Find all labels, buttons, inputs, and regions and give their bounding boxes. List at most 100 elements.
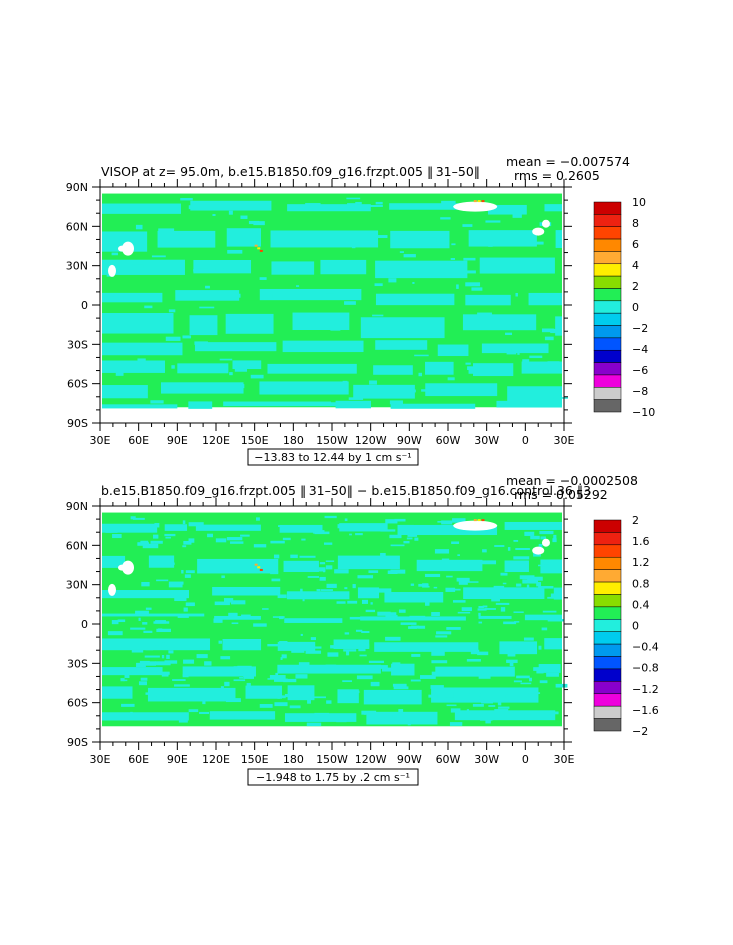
cyan-speckle <box>104 295 114 297</box>
colorbar-label: −6 <box>632 364 648 377</box>
cyan-speckle <box>123 679 128 682</box>
cyan-speckle <box>289 705 301 709</box>
cyan-speckle <box>419 675 436 679</box>
cyan-speckle <box>336 601 346 604</box>
cyan-speckle <box>323 386 327 391</box>
cyan-speckle <box>502 582 507 585</box>
cyan-speckle <box>399 524 415 528</box>
cyan-speckle <box>270 540 285 544</box>
cyan-speckle <box>466 658 481 662</box>
x-tick-label: 180 <box>283 753 304 766</box>
cyan-speckle <box>408 389 416 393</box>
cyan-speckle <box>330 645 337 649</box>
cyan-speckle <box>220 717 230 720</box>
cyan-speckle <box>406 537 413 540</box>
cyan-speckle <box>484 608 496 610</box>
cyan-speckle <box>363 711 367 715</box>
cyan-band <box>190 200 272 211</box>
cyan-band <box>282 340 364 353</box>
cyan-speckle <box>365 644 370 648</box>
cyan-speckle <box>166 654 170 659</box>
colorbar-label: 10 <box>632 196 646 209</box>
cyan-speckle <box>545 643 550 648</box>
cyan-speckle <box>503 621 517 625</box>
cyan-speckle <box>540 536 547 540</box>
cyan-speckle <box>115 371 124 376</box>
cyan-speckle <box>166 689 180 693</box>
cyan-speckle <box>441 200 456 206</box>
cyan-speckle <box>389 400 403 405</box>
cyan-speckle <box>342 680 353 683</box>
cyan-speckle <box>165 336 181 341</box>
cyan-speckle <box>173 643 182 647</box>
cyan-speckle <box>183 540 192 545</box>
cyan-speckle <box>342 562 349 565</box>
cyan-band <box>416 559 483 572</box>
cyan-speckle <box>377 588 392 593</box>
cyan-speckle <box>312 530 325 534</box>
x-tick-label: 30E <box>90 434 111 447</box>
cyan-speckle <box>527 692 541 694</box>
cyan-speckle <box>140 677 148 681</box>
cyan-speckle <box>241 614 251 617</box>
cyan-speckle <box>205 202 222 206</box>
colorbar-label: 6 <box>632 238 639 251</box>
cyan-speckle <box>428 694 438 698</box>
cyan-speckle <box>324 592 334 596</box>
cyan-speckle <box>145 669 159 672</box>
colorbar-swatch <box>593 214 622 227</box>
cyan-speckle <box>477 608 487 611</box>
colorbar-swatch <box>593 594 622 608</box>
x-tick-label: 60E <box>128 434 149 447</box>
cyan-band <box>102 555 126 568</box>
cyan-speckle <box>368 570 379 573</box>
cyan-band <box>478 615 512 619</box>
cyan-speckle <box>465 362 471 365</box>
cyan-speckle <box>132 264 144 269</box>
cyan-speckle <box>479 696 484 700</box>
cyan-speckle <box>414 537 419 541</box>
cyan-speckle <box>417 625 426 629</box>
cyan-speckle <box>183 607 188 612</box>
ice-patch <box>453 201 498 212</box>
x-tick-label: 150W <box>316 434 348 447</box>
cyan-band <box>284 713 357 722</box>
cyan-speckle <box>319 562 326 565</box>
cyan-speckle <box>316 589 321 592</box>
cyan-speckle <box>466 594 483 597</box>
cyan-speckle <box>522 359 530 364</box>
y-tick-label: 90N <box>66 500 88 513</box>
cyan-speckle <box>168 583 183 588</box>
cyan-band <box>431 687 539 703</box>
cyan-speckle <box>267 644 283 647</box>
cyan-speckle <box>142 543 159 549</box>
y-tick-label: 90N <box>66 181 88 194</box>
colorbar-label: 0 <box>632 301 639 314</box>
cyan-speckle <box>552 538 557 543</box>
cyan-speckle <box>470 649 480 655</box>
contour-info-box: −13.83 to 12.44 by 1 cm s⁻¹ <box>247 448 419 466</box>
cyan-speckle <box>466 709 470 714</box>
colorbar-swatch <box>593 631 622 645</box>
cyan-speckle <box>245 566 259 570</box>
cyan-speckle <box>162 639 165 643</box>
colorbar-swatch <box>593 532 622 546</box>
cyan-speckle <box>446 627 461 630</box>
cyan-speckle <box>262 608 269 610</box>
cyan-speckle <box>329 402 345 407</box>
cyan-speckle <box>418 583 429 587</box>
cyan-speckle <box>233 666 248 670</box>
cyan-speckle <box>143 630 153 633</box>
cyan-band <box>375 293 455 306</box>
cyan-speckle <box>548 562 559 565</box>
x-tick-label: 90E <box>167 753 188 766</box>
cyan-speckle <box>370 602 373 605</box>
cyan-speckle <box>130 627 146 630</box>
cyan-speckle <box>452 600 466 603</box>
cyan-speckle <box>124 671 139 673</box>
cyan-speckle <box>482 605 488 608</box>
cyan-speckle <box>336 718 347 723</box>
cyan-speckle <box>347 600 358 604</box>
cyan-speckle <box>407 723 411 726</box>
x-tick-label: 30W <box>474 753 499 766</box>
